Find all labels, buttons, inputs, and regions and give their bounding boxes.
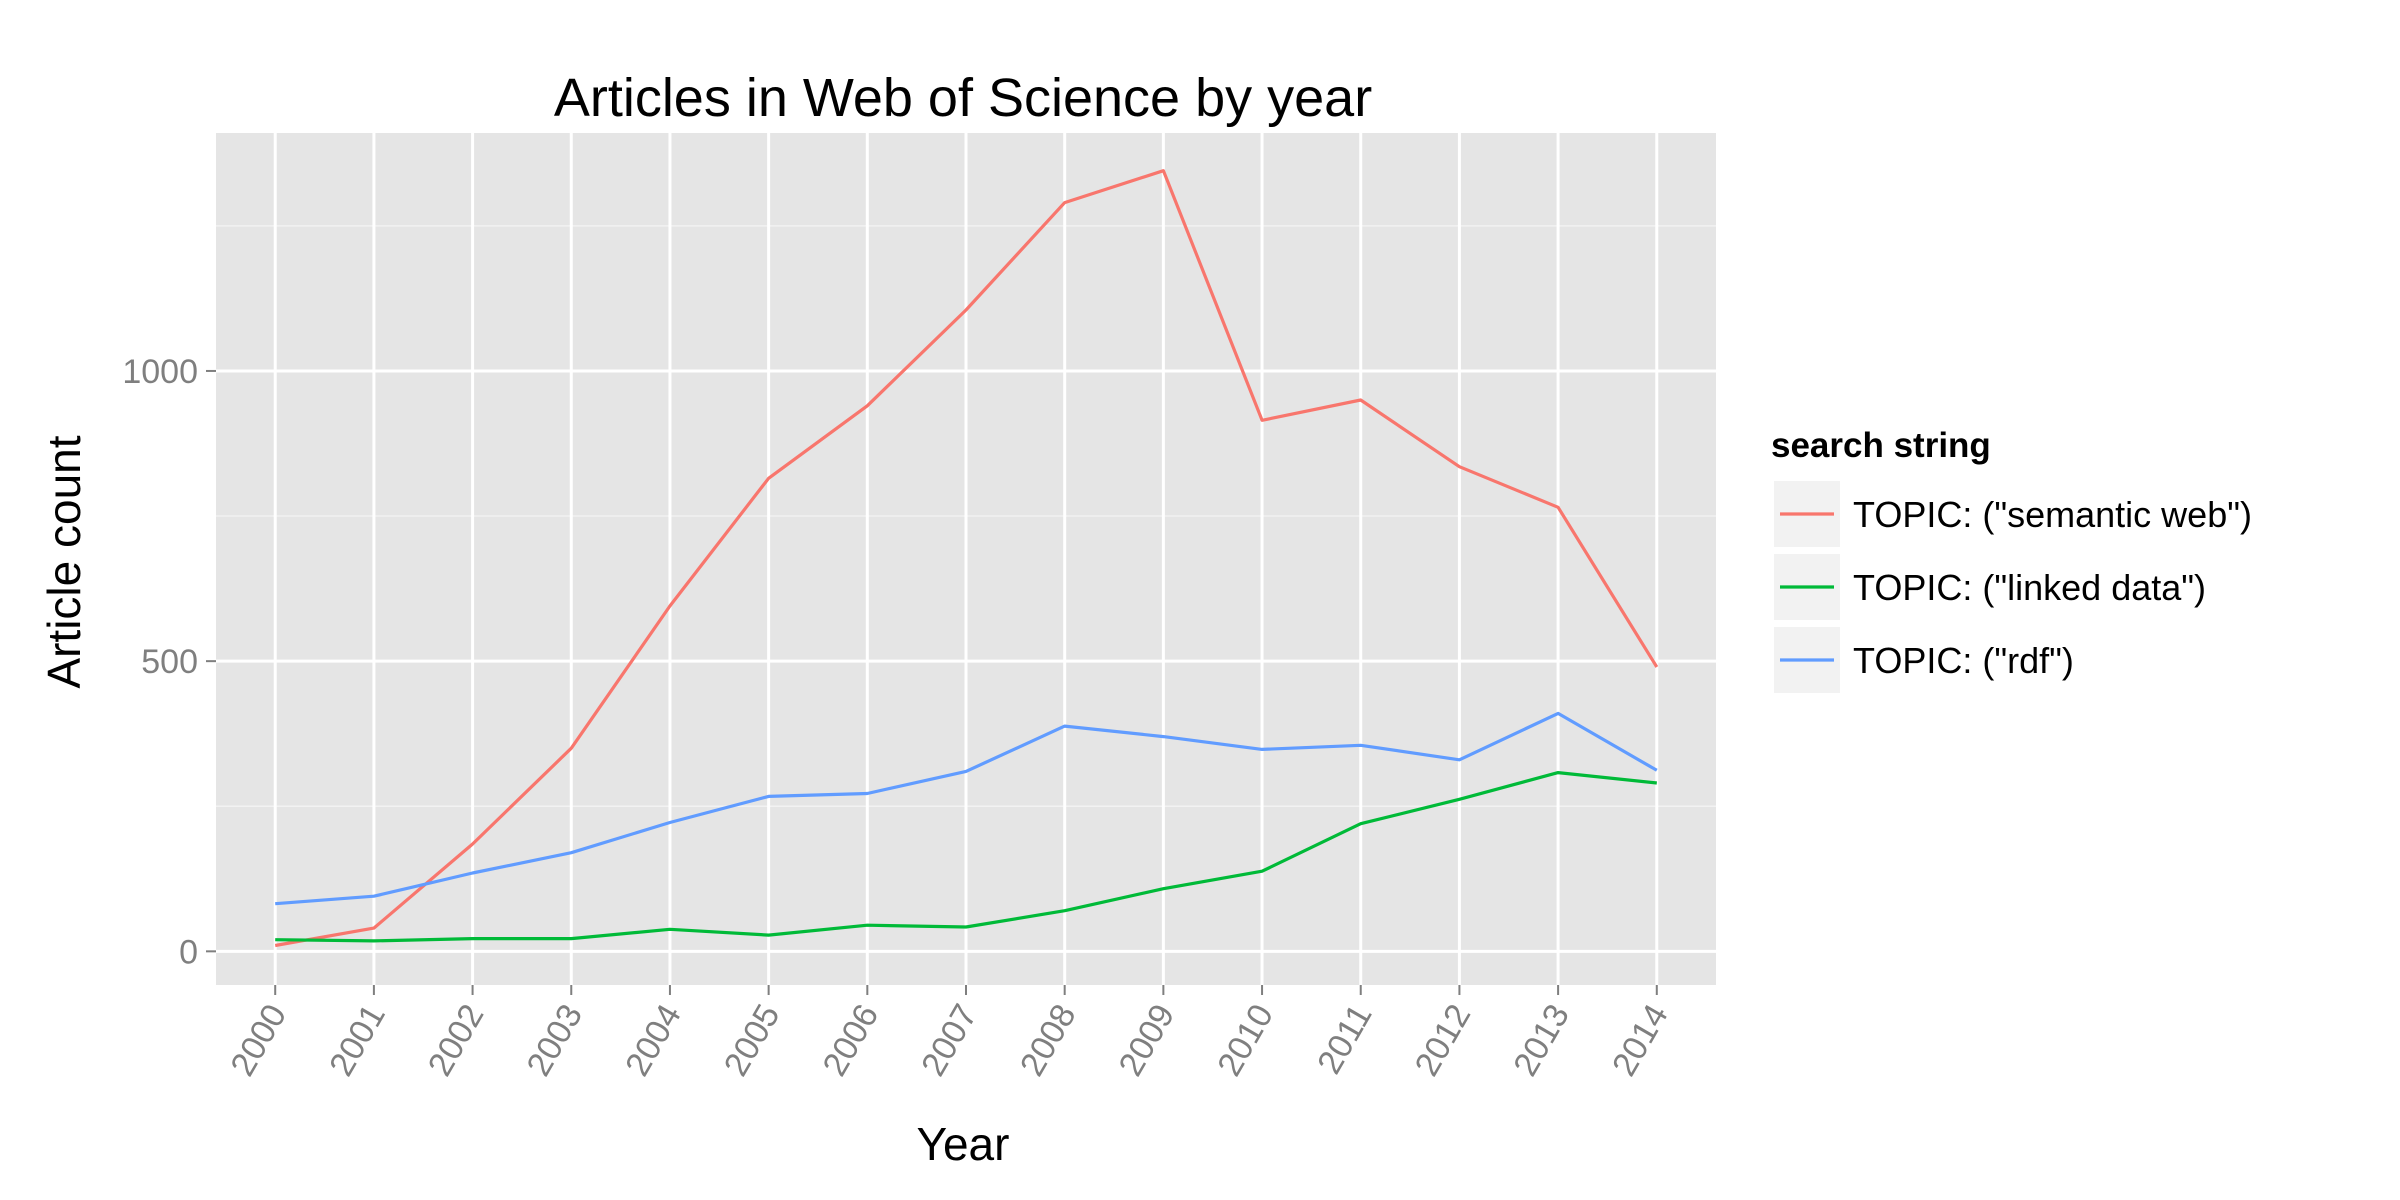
y-tick-label: 1000: [122, 353, 198, 391]
y-axis-title: Article count: [38, 435, 90, 688]
x-tick-label: 2009: [1112, 998, 1183, 1083]
x-tick-label: 2006: [816, 998, 887, 1083]
series-lines: [274, 169, 1659, 948]
chart-title: Articles in Web of Science by year: [554, 68, 1372, 128]
x-tick-label: 2013: [1506, 998, 1577, 1083]
x-tick-label: 2008: [1013, 998, 1084, 1083]
x-tick-label: 2002: [421, 998, 492, 1083]
y-tick-label: 0: [179, 933, 198, 971]
x-tick-label: 2011: [1310, 998, 1379, 1080]
legend-label: TOPIC: ("rdf"): [1853, 640, 2074, 681]
legend-label: TOPIC: ("semantic web"): [1853, 494, 2252, 535]
major-grid: [216, 133, 1716, 985]
x-tick-label: 2007: [914, 998, 985, 1083]
series-line-2: [275, 770, 1657, 943]
legend-items: TOPIC: ("semantic web") TOPIC: ("linked d…: [1772, 479, 2252, 695]
legend-label: TOPIC: ("linked data"): [1853, 567, 2206, 608]
series-line-3: [275, 711, 1658, 906]
y-tick-label: 500: [141, 643, 198, 681]
legend: search string TOPIC: ("semantic web")TOP…: [1771, 426, 2252, 695]
series-line-1: [274, 169, 1659, 948]
x-tick-label: 2010: [1210, 998, 1281, 1083]
y-axis: 0 500 1000: [122, 353, 216, 971]
legend-title: search string: [1771, 426, 1991, 465]
x-axis-title: Year: [917, 1118, 1010, 1170]
x-tick-label: 2004: [618, 998, 689, 1083]
x-tick-label: 2001: [322, 998, 393, 1083]
x-tick-label: 2000: [223, 998, 294, 1083]
x-tick-label: 2012: [1408, 998, 1479, 1083]
x-tick-label: 2014: [1605, 998, 1676, 1083]
x-axis: 2000 2001 2002 2003 2004 2005 2006 2007 2008 2009…: [223, 985, 1676, 1083]
x-tick-label: 2003: [519, 998, 590, 1083]
x-tick-label: 2005: [717, 998, 788, 1083]
